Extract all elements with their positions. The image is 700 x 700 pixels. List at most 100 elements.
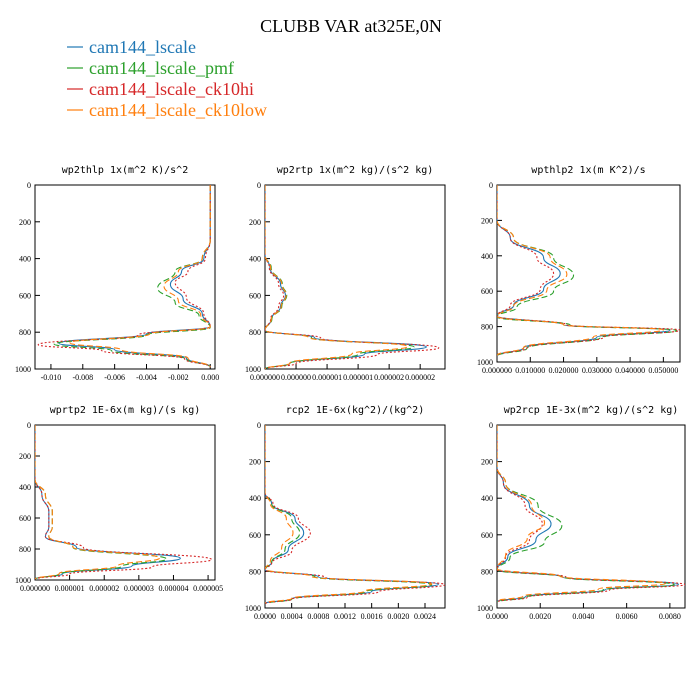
x-tick-label: 0.050000 (648, 366, 678, 375)
panel-4: wprtp2 1E-6x(m kg)/(s kg) 0 200 400 600 800 10… (15, 405, 223, 593)
y-tick-label: 800 (481, 323, 493, 332)
y-tick-label: 400 (19, 255, 31, 264)
y-tick-label: 1000 (477, 604, 493, 613)
series-line-cam144_lscale_pmf (35, 425, 168, 580)
x-tick-label: 0.000005 (193, 584, 223, 593)
panel-6: wp2rcp 1E-3x(m^2 kg)/(s^2 kg) 0 200 400 600 8… (477, 405, 686, 621)
series-line-cam144_lscale_ck10low (497, 185, 664, 356)
series-line-cam144_lscale_pmf (265, 425, 433, 605)
x-tick-label: 0.0080 (659, 612, 681, 621)
y-tick-label: 200 (481, 216, 493, 225)
x-tick-label: 0.0024 (414, 612, 436, 621)
y-tick-label: 200 (481, 458, 493, 467)
y-tick-label: 400 (249, 494, 261, 503)
x-tick-label: 0.0000 (486, 612, 508, 621)
x-tick-label: 0.000000 (281, 373, 311, 382)
series-line-cam144_lscale_ck10low (35, 425, 161, 580)
y-tick-label: 400 (249, 255, 261, 264)
series-group (265, 185, 440, 369)
y-tick-label: 600 (481, 531, 493, 540)
plot-frame (496, 424, 686, 609)
x-tick-label: 0.000003 (124, 584, 154, 593)
panel-title: wp2rcp 1E-3x(m^2 kg)/(s^2 kg) (504, 405, 679, 416)
y-tick-label: 0 (489, 421, 493, 430)
y-tick-label: 800 (481, 567, 493, 576)
y-tick-label: 1000 (15, 365, 31, 374)
y-tick-label: 800 (249, 328, 261, 337)
series-line-cam144_lscale (58, 185, 211, 368)
x-tick-label: 0.040000 (615, 366, 645, 375)
x-tick-label: -0.010 (41, 373, 62, 382)
y-tick-label: 1000 (477, 358, 493, 367)
y-tick-label: 200 (249, 218, 261, 227)
series-line-cam144_lscale_ck10low (265, 185, 409, 369)
panel-2: wp2rtp 1x(m^2 kg)/(s^2 kg) 0 200 400 600 800 1… (245, 165, 446, 382)
x-tick-label: 0.000001 (55, 584, 85, 593)
y-tick-label: 800 (249, 567, 261, 576)
y-tick-label: 600 (481, 287, 493, 296)
x-tick-label: 0.0040 (572, 612, 594, 621)
x-tick-label: 0.000002 (374, 373, 404, 382)
x-tick-label: 0.0060 (616, 612, 638, 621)
x-tick-label: 0.0000 (254, 612, 276, 621)
x-tick-label: 0.000000 (20, 584, 50, 593)
y-tick-label: 600 (19, 291, 31, 300)
series-group (497, 425, 685, 603)
y-tick-label: 1000 (245, 365, 261, 374)
y-tick-label: 0 (257, 181, 261, 190)
legend-label-cam144_lscale_pmf: cam144_lscale_pmf (89, 58, 234, 78)
series-line-cam144_lscale (265, 425, 439, 604)
x-tick-label: 0.0012 (334, 612, 356, 621)
y-tick-label: 400 (19, 483, 31, 492)
x-tick-label: 0.0020 (529, 612, 551, 621)
x-tick-label: 0.000000 (482, 366, 512, 375)
x-tick-label: 0.000002 (405, 373, 435, 382)
y-tick-label: 0 (27, 181, 31, 190)
panel-title: rcp2 1E-6x(kg^2)/(kg^2) (286, 405, 424, 416)
y-tick-label: 600 (19, 514, 31, 523)
legend-label-cam144_lscale_ck10low: cam144_lscale_ck10low (89, 100, 267, 120)
x-tick-label: 0.0016 (361, 612, 383, 621)
series-line-cam144_lscale_pmf (497, 425, 675, 603)
x-tick-label: 0.0004 (281, 612, 303, 621)
x-tick-label: 0.0008 (307, 612, 329, 621)
series-group (35, 425, 213, 580)
legend-label-cam144_lscale: cam144_lscale (89, 37, 196, 57)
series-line-cam144_lscale_ck10hi (37, 185, 211, 368)
y-tick-label: 400 (481, 494, 493, 503)
x-tick-label: 0.000002 (89, 584, 119, 593)
panel-1: wp2thlp 1x(m^2 K)/s^2 0 200 400 600 800 1000 -0… (15, 165, 219, 382)
panel-3: wpthlp2 1x(m K^2)/s 0 200 400 600 800 10000.00… (477, 165, 681, 375)
plot-frame (34, 424, 216, 581)
y-tick-label: 200 (249, 458, 261, 467)
plot-frame (264, 424, 446, 609)
x-tick-label: 0.030000 (582, 366, 612, 375)
plot-frame (496, 184, 681, 363)
series-line-cam144_lscale_ck10hi (497, 185, 680, 357)
series-group (37, 185, 211, 368)
x-tick-label: -0.002 (168, 373, 189, 382)
series-group (497, 185, 680, 357)
figure-title: CLUBB VAR at325E,0N (260, 16, 442, 36)
x-tick-label: 0.010000 (515, 366, 545, 375)
x-tick-label: 0.000004 (158, 584, 188, 593)
series-line-cam144_lscale_pmf (497, 185, 678, 357)
x-tick-label: -0.008 (72, 373, 93, 382)
y-tick-label: 1000 (15, 576, 31, 585)
x-tick-label: 0.0020 (387, 612, 409, 621)
x-tick-label: 0.000001 (343, 373, 373, 382)
x-tick-label: 0.000000 (250, 373, 280, 382)
x-tick-label: 0.000 (201, 373, 219, 382)
y-tick-label: 800 (19, 328, 31, 337)
panel-title: wpthlp2 1x(m K^2)/s (531, 165, 645, 176)
panel-title: wp2rtp 1x(m^2 kg)/(s^2 kg) (277, 165, 434, 176)
y-tick-label: 0 (27, 421, 31, 430)
panel-title: wp2thlp 1x(m^2 K)/s^2 (62, 165, 188, 176)
series-line-cam144_lscale_ck10hi (497, 425, 685, 603)
plot-frame (264, 184, 446, 370)
y-tick-label: 600 (249, 531, 261, 540)
y-tick-label: 0 (489, 181, 493, 190)
panels: wp2thlp 1x(m^2 K)/s^2 0 200 400 600 800 1000 -0… (15, 165, 686, 621)
y-tick-label: 1000 (245, 604, 261, 613)
series-line-cam144_lscale_ck10hi (35, 425, 213, 580)
